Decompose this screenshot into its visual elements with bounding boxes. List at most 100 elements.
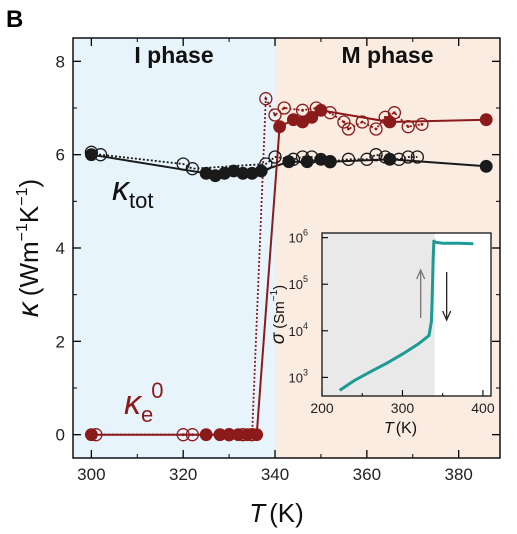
ke-symbol: κ	[124, 384, 143, 422]
ktot_open-point	[268, 150, 282, 164]
ktot_open-point	[286, 152, 301, 166]
ke-label: κe0	[124, 378, 164, 427]
inset-y-tick-label: 106	[289, 228, 308, 246]
ke_open-point	[259, 92, 273, 106]
ke_open-point-dot	[406, 125, 410, 129]
ktot-label: κtot	[112, 170, 153, 213]
inset-x-axis-symbol: T	[384, 420, 395, 437]
ke_open-point-dot	[360, 120, 364, 124]
ktot_open-point	[369, 148, 383, 162]
ktot_open-point	[341, 152, 356, 166]
inset-y-tick-label: 103	[289, 367, 308, 385]
inset-sigma-line	[338, 239, 474, 392]
inset-chart: 200 300 400 103 104 105 106 T (K) σ (Sm−1)	[268, 228, 495, 437]
ktot_open-point	[410, 150, 425, 164]
ktot-subscript: tot	[129, 188, 153, 213]
ke-subscript: e	[141, 402, 153, 427]
ke_open-point	[268, 108, 282, 122]
ktot_filled-point	[254, 164, 268, 178]
ke_filled-point	[479, 113, 493, 127]
ke_open-point-dot	[301, 108, 304, 112]
ktot_open-point	[185, 162, 200, 176]
y-axis-label: κ(Wm−1K−1)	[12, 179, 45, 317]
ke_open-point	[236, 428, 250, 442]
ktot_open-point	[392, 152, 406, 166]
ke_open-point	[176, 428, 190, 442]
ke_open-point-dot	[273, 113, 277, 117]
ke_open-point	[415, 117, 429, 131]
x-tick-label: 340	[261, 465, 289, 484]
ke_open-point	[277, 101, 291, 115]
ke_open-point-dot	[264, 97, 268, 101]
x-tick-label: 380	[444, 465, 472, 484]
ke_filled-point	[250, 428, 264, 442]
ke_open-point	[341, 122, 356, 136]
x-axis-label: T (K)	[249, 498, 304, 528]
ke_open-point	[222, 428, 236, 442]
ke_open-point	[89, 428, 103, 442]
x-tick-label: 300	[77, 465, 105, 484]
ke_open-point-dot	[241, 433, 245, 437]
ke-superscript: 0	[151, 378, 163, 403]
inset-y-tick-label: 104	[289, 321, 308, 339]
x-tick-label: 320	[169, 465, 197, 484]
ktot_open-point	[401, 150, 415, 164]
ktot_filled-point	[479, 159, 493, 173]
ke_open-point-dot	[374, 127, 378, 131]
ke_open-point	[185, 428, 200, 442]
ktot_open-point	[295, 150, 310, 164]
inset-frame	[321, 232, 492, 397]
ke_open-point	[387, 106, 402, 120]
ke_open-point	[337, 115, 351, 129]
ke_open-point	[369, 122, 383, 136]
inset-x-tick-label: 200	[310, 400, 334, 416]
i-phase-background	[73, 38, 276, 458]
ke_open-point-dot	[250, 433, 254, 437]
ke_open-point	[309, 101, 323, 115]
ke_open-point-dot	[392, 111, 396, 115]
ke_open-point-dot	[328, 111, 332, 115]
cooling-arrow-head	[442, 310, 452, 322]
i-phase-label: I phase	[134, 42, 213, 68]
y-axis-unit-open: (Wm	[14, 241, 44, 296]
ke_open-point	[323, 106, 337, 120]
ktot_open-point	[378, 150, 392, 164]
ktot_open-point	[323, 155, 337, 169]
ke_open-point-dot	[420, 122, 424, 126]
ke_open-point-dot	[190, 433, 194, 437]
inset-y-axis-unit-open: (Sm	[271, 301, 288, 329]
y-tick-label: 0	[56, 426, 65, 445]
ke_open-point-dot	[342, 120, 346, 124]
ktot_open-point	[305, 150, 319, 164]
inset-y-axis-label: σ (Sm−1)	[268, 285, 289, 344]
y-axis-unit-sup1: −1	[14, 223, 31, 241]
heating-arrow-head	[416, 268, 426, 280]
ke_open-point-dot	[227, 433, 231, 437]
ktot_open-point	[93, 148, 108, 162]
inset-x-tick-label: 400	[471, 400, 495, 416]
ktot_open-point	[259, 157, 273, 171]
x-axis-symbol: T	[249, 498, 267, 528]
y-axis-symbol: κ	[12, 300, 45, 317]
y-tick-label: 8	[56, 52, 65, 71]
panel-label: B	[6, 6, 23, 33]
ke_open-point-dot	[383, 115, 387, 119]
inset-y-axis-unit-close: )	[271, 285, 288, 290]
ke_open-point-dot	[282, 106, 286, 110]
y-axis-unit-close: )	[14, 179, 44, 188]
inset-y-tick-label: 105	[289, 274, 308, 292]
ktot_open-point	[84, 145, 99, 159]
y-axis-unit-mid: K	[14, 205, 44, 223]
ke_open-point-dot	[347, 127, 350, 131]
y-tick-label: 4	[56, 239, 65, 258]
y-tick-label: 6	[56, 146, 65, 165]
inset-y-axis-unit-sup: −1	[269, 289, 280, 301]
ke_filled-point	[84, 428, 98, 442]
ke_open-point-dot	[314, 106, 318, 110]
inset-x-axis-unit: (K)	[396, 420, 417, 437]
ke_open-point	[295, 103, 310, 117]
ke_open-point-dot	[94, 433, 98, 437]
inset-y-axis-symbol: σ	[268, 331, 289, 344]
x-tick-label: 360	[353, 465, 381, 484]
